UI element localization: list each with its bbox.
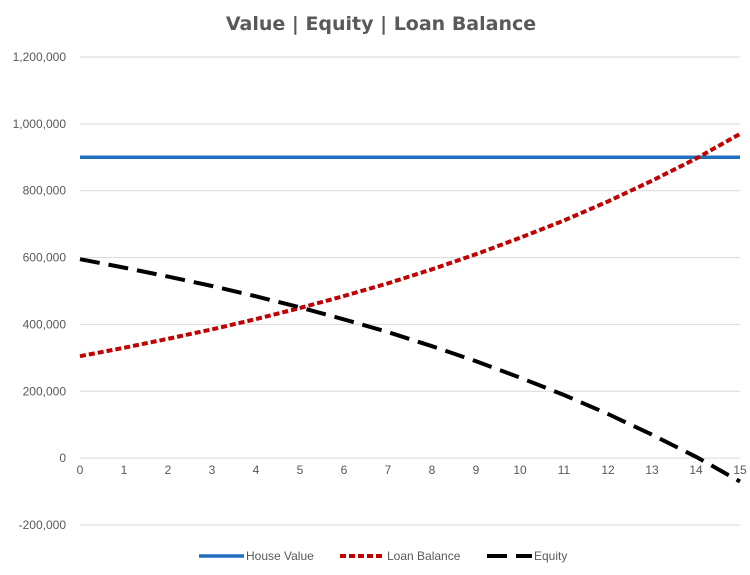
y-tick-label: 1,200,000 [13,50,67,64]
legend-label: House Value [246,549,314,563]
x-tick-label: 10 [513,463,527,477]
x-tick-label: 9 [473,463,480,477]
y-tick-label: 200,000 [23,384,67,398]
x-tick-label: 1 [121,463,128,477]
y-tick-label: -200,000 [19,518,67,532]
x-tick-label: 7 [385,463,392,477]
series-lines [79,132,741,484]
y-tick-label: 0 [59,451,66,465]
x-tick-label: 6 [341,463,348,477]
x-tick-label: 14 [689,463,703,477]
chart-title: Value | Equity | Loan Balance [226,13,536,35]
x-tick-label: 12 [601,463,615,477]
x-tick-label: 8 [429,463,436,477]
legend: House Value Loan Balance Equity [199,549,567,563]
x-tick-label: 3 [209,463,216,477]
y-tick-label: 400,000 [23,317,67,331]
y-tick-label: 600,000 [23,251,67,265]
x-axis-ticks: 0 1 2 3 4 5 6 7 8 9 10 11 12 13 14 15 [77,463,747,477]
x-tick-label: 5 [297,463,304,477]
x-tick-label: 15 [733,463,747,477]
x-tick-label: 0 [77,463,84,477]
gridlines [80,56,740,526]
y-tick-label: 1,000,000 [13,117,67,131]
series-line-loan-balance [79,132,741,359]
series-line-equity [79,257,741,484]
legend-label: Loan Balance [387,549,461,563]
y-tick-label: 800,000 [23,184,67,198]
y-axis-ticks: -200,000 0 200,000 400,000 600,000 800,000 1,0… [13,50,67,532]
x-tick-label: 11 [558,463,571,477]
x-tick-label: 4 [253,463,260,477]
x-tick-label: 13 [645,463,659,477]
x-tick-label: 2 [165,463,172,477]
legend-label: Equity [534,549,567,563]
